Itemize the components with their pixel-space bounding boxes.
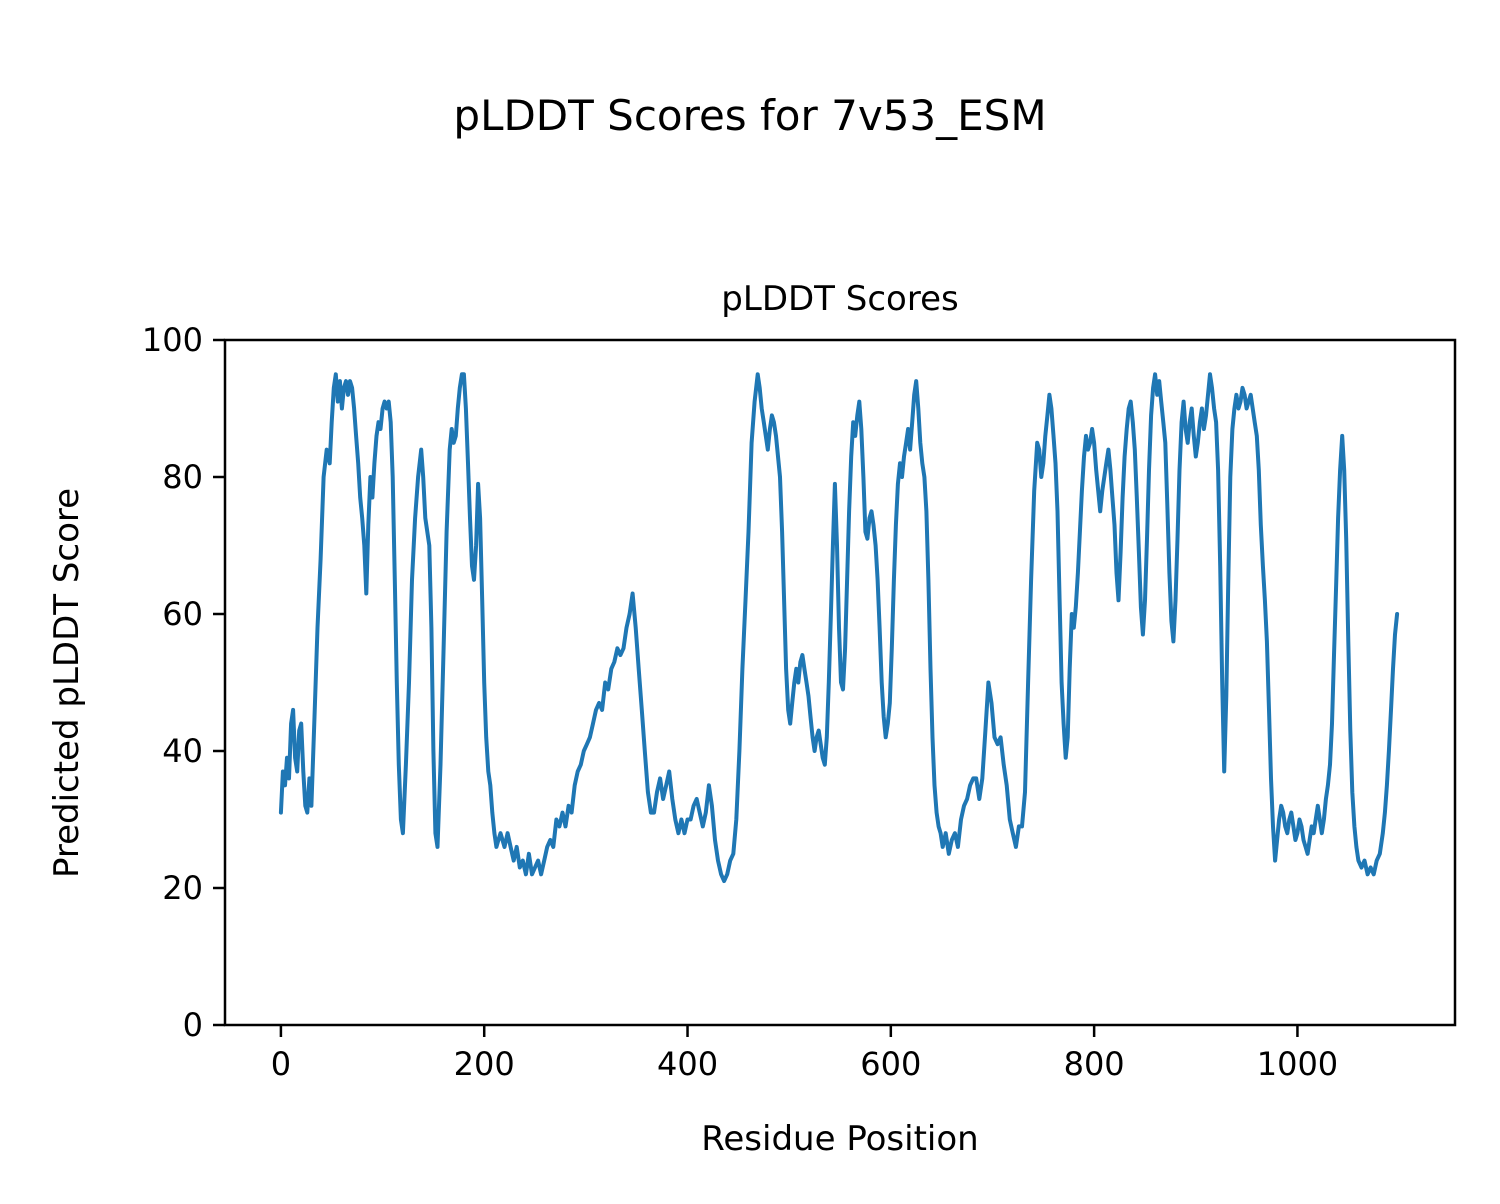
x-tick-label: 400 [657, 1045, 718, 1083]
x-tick-label: 200 [454, 1045, 515, 1083]
y-tick-label: 0 [183, 1006, 203, 1044]
ticks-layer: 0 200 400 600 800 1000 0 20 40 60 80 100 [142, 321, 1338, 1083]
y-tick-label: 80 [162, 458, 203, 496]
x-axis-label: Residue Position [701, 1119, 978, 1159]
plddt-line [278, 372, 1400, 884]
y-tick-label: 40 [162, 732, 203, 770]
plot-border [223, 338, 1457, 1027]
x-tick-label: 800 [1064, 1045, 1125, 1083]
axes-title: pLDDT Scores [721, 279, 958, 319]
x-tick-label: 0 [271, 1045, 291, 1083]
y-tick-label: 100 [142, 321, 203, 359]
x-tick-label: 600 [860, 1045, 921, 1083]
y-tick-label: 20 [162, 869, 203, 907]
x-tick-label: 1000 [1257, 1045, 1338, 1083]
line-layer [278, 372, 1400, 884]
y-axis-label: Predicted pLDDT Score [47, 488, 87, 878]
chart-title: pLDDT Scores for 7v53_ESM [453, 91, 1046, 140]
y-tick-label: 60 [162, 595, 203, 633]
